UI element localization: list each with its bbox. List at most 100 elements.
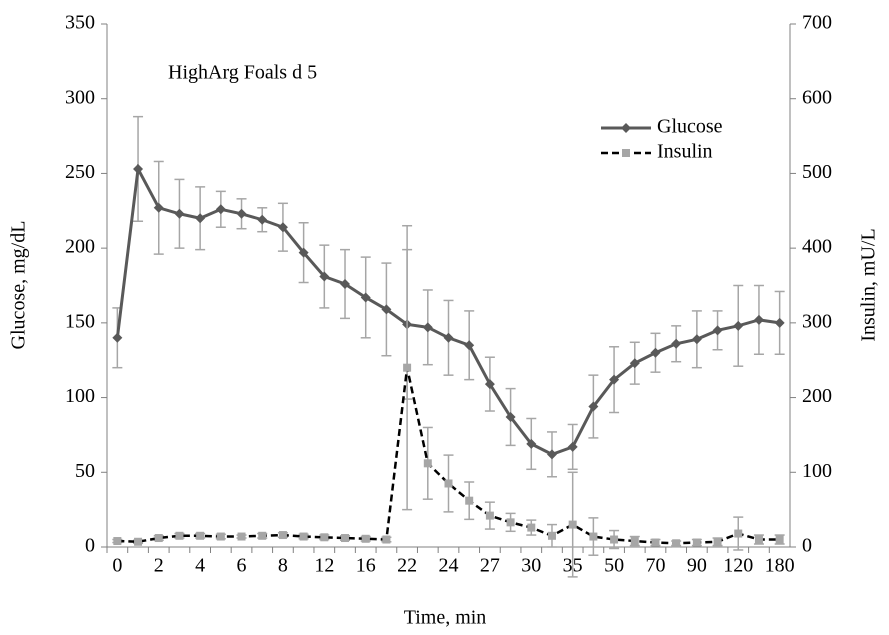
x-tick-label: 12 bbox=[314, 555, 334, 577]
marker bbox=[298, 247, 309, 258]
marker bbox=[277, 222, 288, 233]
y-tick-label: 200 bbox=[65, 236, 95, 258]
marker bbox=[444, 479, 453, 488]
x-tick-label: 180 bbox=[765, 555, 795, 577]
marker bbox=[506, 518, 515, 527]
marker bbox=[422, 322, 433, 333]
y2-tick-label: 500 bbox=[802, 161, 832, 183]
marker bbox=[236, 208, 247, 219]
marker bbox=[672, 539, 681, 548]
marker bbox=[775, 535, 784, 544]
marker bbox=[588, 401, 599, 412]
x-tick-label: 4 bbox=[195, 555, 205, 577]
y2-tick-label: 600 bbox=[802, 86, 832, 108]
y-tick-label: 250 bbox=[65, 161, 95, 183]
y-tick-label: 100 bbox=[65, 385, 95, 407]
y2-tick-label: 700 bbox=[802, 12, 832, 34]
marker bbox=[175, 531, 184, 540]
y-axis-title: Glucose, mg/dL bbox=[8, 221, 30, 350]
marker bbox=[734, 529, 743, 538]
marker bbox=[485, 511, 494, 520]
marker bbox=[403, 363, 412, 372]
x-tick-label: 30 bbox=[521, 555, 541, 577]
marker bbox=[319, 271, 330, 282]
legend-marker bbox=[622, 149, 630, 157]
marker bbox=[650, 347, 661, 358]
series-line bbox=[117, 367, 780, 545]
marker bbox=[215, 204, 226, 215]
x-tick-label: 24 bbox=[439, 555, 459, 577]
marker bbox=[589, 532, 598, 541]
marker bbox=[196, 531, 205, 540]
legend-label: Insulin bbox=[657, 141, 713, 163]
marker bbox=[671, 338, 682, 349]
y-tick-label: 350 bbox=[65, 12, 95, 34]
y2-tick-label: 400 bbox=[802, 236, 832, 258]
marker bbox=[691, 334, 702, 345]
marker bbox=[360, 292, 371, 303]
marker bbox=[423, 459, 432, 468]
marker bbox=[692, 538, 701, 547]
marker bbox=[609, 374, 620, 385]
marker bbox=[154, 534, 163, 543]
marker bbox=[381, 304, 392, 315]
marker bbox=[526, 438, 537, 449]
marker bbox=[547, 531, 556, 540]
marker bbox=[195, 213, 206, 224]
y-tick-label: 150 bbox=[65, 310, 95, 332]
marker bbox=[443, 332, 454, 343]
marker bbox=[299, 532, 308, 541]
marker bbox=[341, 534, 350, 543]
x-tick-label: 8 bbox=[278, 555, 288, 577]
x-tick-label: 6 bbox=[237, 555, 247, 577]
marker bbox=[133, 163, 144, 174]
marker bbox=[134, 537, 143, 546]
y2-tick-label: 0 bbox=[802, 535, 812, 557]
marker bbox=[546, 449, 557, 460]
marker bbox=[382, 535, 391, 544]
marker bbox=[237, 532, 246, 541]
marker bbox=[113, 537, 122, 546]
marker bbox=[733, 320, 744, 331]
marker bbox=[651, 538, 660, 547]
annotation: HighArg Foals d 5 bbox=[168, 62, 317, 84]
marker bbox=[216, 532, 225, 541]
marker bbox=[630, 537, 639, 546]
marker bbox=[610, 535, 619, 544]
x-axis-title: Time, min bbox=[404, 607, 487, 629]
marker bbox=[320, 533, 329, 542]
marker bbox=[258, 531, 267, 540]
marker bbox=[568, 520, 577, 529]
x-tick-label: 27 bbox=[480, 555, 500, 577]
x-tick-label: 16 bbox=[356, 555, 376, 577]
y2-tick-label: 100 bbox=[802, 460, 832, 482]
x-tick-label: 90 bbox=[687, 555, 707, 577]
marker bbox=[712, 325, 723, 336]
y-tick-label: 50 bbox=[75, 460, 95, 482]
marker bbox=[527, 523, 536, 532]
marker bbox=[257, 214, 268, 225]
marker bbox=[629, 358, 640, 369]
marker bbox=[753, 314, 764, 325]
marker bbox=[754, 535, 763, 544]
x-tick-label: 120 bbox=[723, 555, 753, 577]
legend-label: Glucose bbox=[657, 116, 723, 138]
marker bbox=[464, 340, 475, 351]
marker bbox=[465, 496, 474, 505]
marker bbox=[774, 317, 785, 328]
marker bbox=[361, 534, 370, 543]
x-tick-label: 0 bbox=[112, 555, 122, 577]
y2-tick-label: 200 bbox=[802, 385, 832, 407]
marker bbox=[505, 411, 516, 422]
x-tick-label: 50 bbox=[604, 555, 624, 577]
y-tick-label: 0 bbox=[85, 535, 95, 557]
marker bbox=[484, 379, 495, 390]
marker bbox=[340, 279, 351, 290]
marker bbox=[112, 332, 123, 343]
marker bbox=[278, 531, 287, 540]
x-tick-label: 70 bbox=[645, 555, 665, 577]
marker bbox=[713, 537, 722, 546]
y2-tick-label: 300 bbox=[802, 310, 832, 332]
y2-axis-title: Insulin, mU/L bbox=[858, 228, 880, 341]
